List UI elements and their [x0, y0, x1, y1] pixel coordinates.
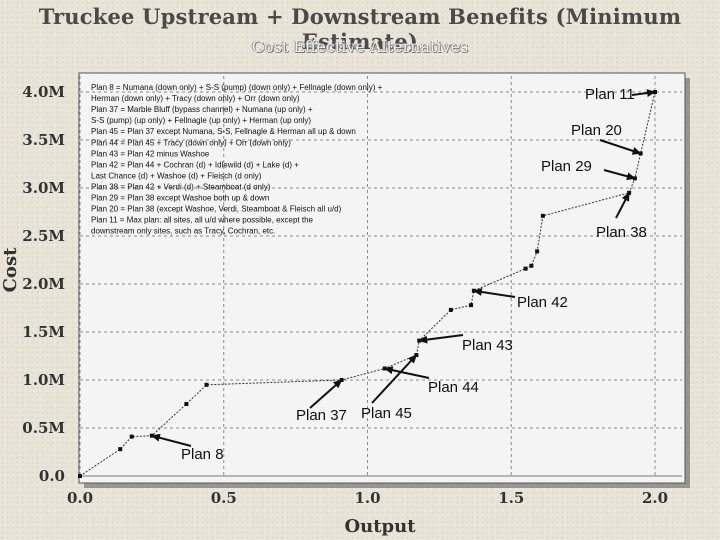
axis-layer: 0.0 0.5M 1.0M 1.5M 2.0M 2.5M 3.0M 3.5M 4.0M 0.0 0.…: [22, 83, 682, 507]
data-point: [204, 382, 209, 387]
legend-line: Plan 11 = Max plan: all sites, all u/d w…: [91, 216, 314, 225]
plan-20-label: Plan 20: [571, 122, 622, 139]
data-point: [78, 474, 82, 478]
y-tick-label: 3.0M: [22, 179, 65, 197]
plan-45-label: Plan 45: [361, 405, 412, 422]
annotation-layer: Plan 11 Plan 20 Plan 29 Plan 38 Plan 42 Plan …: [150, 86, 656, 463]
plan-45-arrow: [371, 354, 418, 404]
data-point: [469, 303, 473, 308]
y-tick-label: 4.0M: [22, 83, 65, 101]
legend-line: Plan 29 = Plan 38 except Washoe both up …: [91, 194, 269, 203]
plan-44-arrow: [383, 366, 430, 379]
legend-line: Plan 20 = Plan 38 (except Washoe, Verdi,…: [91, 205, 342, 214]
plan-44-label: Plan 44: [428, 379, 479, 396]
data-point: [118, 447, 123, 452]
plan-37-label: Plan 37: [296, 407, 347, 424]
legend-line: Plan 8 = Numana (down only) + S-S (pump)…: [91, 83, 383, 92]
y-tick-label: 2.0M: [22, 275, 65, 293]
plan-38-label: Plan 38: [596, 224, 647, 241]
x-axis-label: Output: [344, 516, 416, 537]
plan-43-arrow: [418, 334, 464, 344]
plan-8-label: Plan 8: [181, 446, 224, 463]
legend-line: Plan 44 = Plan 45 + Tracy (down only) + …: [91, 138, 291, 147]
plan-42-label: Plan 42: [517, 294, 568, 311]
data-point: [535, 249, 540, 254]
x-tick-label: 1.0: [354, 489, 380, 507]
y-axis-label: Cost: [0, 247, 21, 292]
data-point: [448, 307, 453, 312]
legend-line: downstream only sites, such as Tracy, Co…: [91, 227, 275, 236]
plan-29-label: Plan 29: [541, 158, 592, 175]
plan-42-arrow: [472, 287, 516, 298]
x-tick-label: 0.0: [67, 489, 93, 507]
data-series-line: [79, 91, 656, 477]
data-point: [529, 263, 534, 268]
data-point: [129, 434, 134, 439]
data-point: [184, 402, 189, 406]
legend-line: Plan 38 = Plan 42 + Verdi (d) + Steamboa…: [91, 182, 271, 191]
legend-line: Last Chance (d) + Washoe (d) + Fleisch (…: [91, 171, 262, 180]
x-tick-label: 2.0: [642, 489, 668, 507]
x-tick-label: 1.5: [498, 489, 524, 507]
plan-11-label: Plan 11: [585, 86, 635, 103]
legend-line: Plan 45 = Plan 37 except Numana, S-S, Fe…: [91, 127, 356, 136]
x-tick-label: 0.5: [211, 489, 237, 507]
plan-38-arrow: [615, 191, 631, 219]
legend-line: Plan 42 = Plan 44 + Cochran (d) + Idlewi…: [91, 160, 299, 169]
legend-line: Plan 43 = Plan 42 minus Washoe: [91, 149, 210, 158]
data-point: [540, 213, 545, 218]
plot-area: [78, 72, 686, 484]
plan-11-arrow: [631, 89, 656, 98]
y-tick-label: 1.0M: [22, 371, 65, 389]
legend-text-block: Plan 8 = Numana (down only) + S-S (pump)…: [91, 83, 383, 236]
plan-37-arrow: [309, 379, 343, 409]
plan-20-arrow: [599, 139, 642, 155]
legend-line: Herman (down only) + Tracy (down only) +…: [91, 94, 300, 103]
plan-29-arrow: [603, 169, 636, 181]
data-point: [523, 266, 528, 271]
chart-title: Truckee Upstream + Downstream Benefits (…: [38, 4, 682, 54]
legend-line: Plan 37 = Marble Bluff (bypass channel) …: [91, 105, 313, 114]
legend-line: S-S (pump) (up only) + Fellnagle (up onl…: [91, 116, 311, 125]
plan-43-label: Plan 43: [462, 337, 513, 354]
y-tick-label: 0.0: [39, 467, 65, 485]
plan-8-arrow: [150, 433, 192, 447]
y-tick-label: 1.5M: [22, 323, 65, 341]
y-tick-label: 2.5M: [22, 227, 65, 245]
grid-layer: [79, 76, 682, 476]
chart-subtitle: Cost Effective Alternatives: [251, 37, 469, 56]
y-tick-label: 3.5M: [22, 131, 65, 149]
y-tick-label: 0.5M: [22, 419, 65, 437]
